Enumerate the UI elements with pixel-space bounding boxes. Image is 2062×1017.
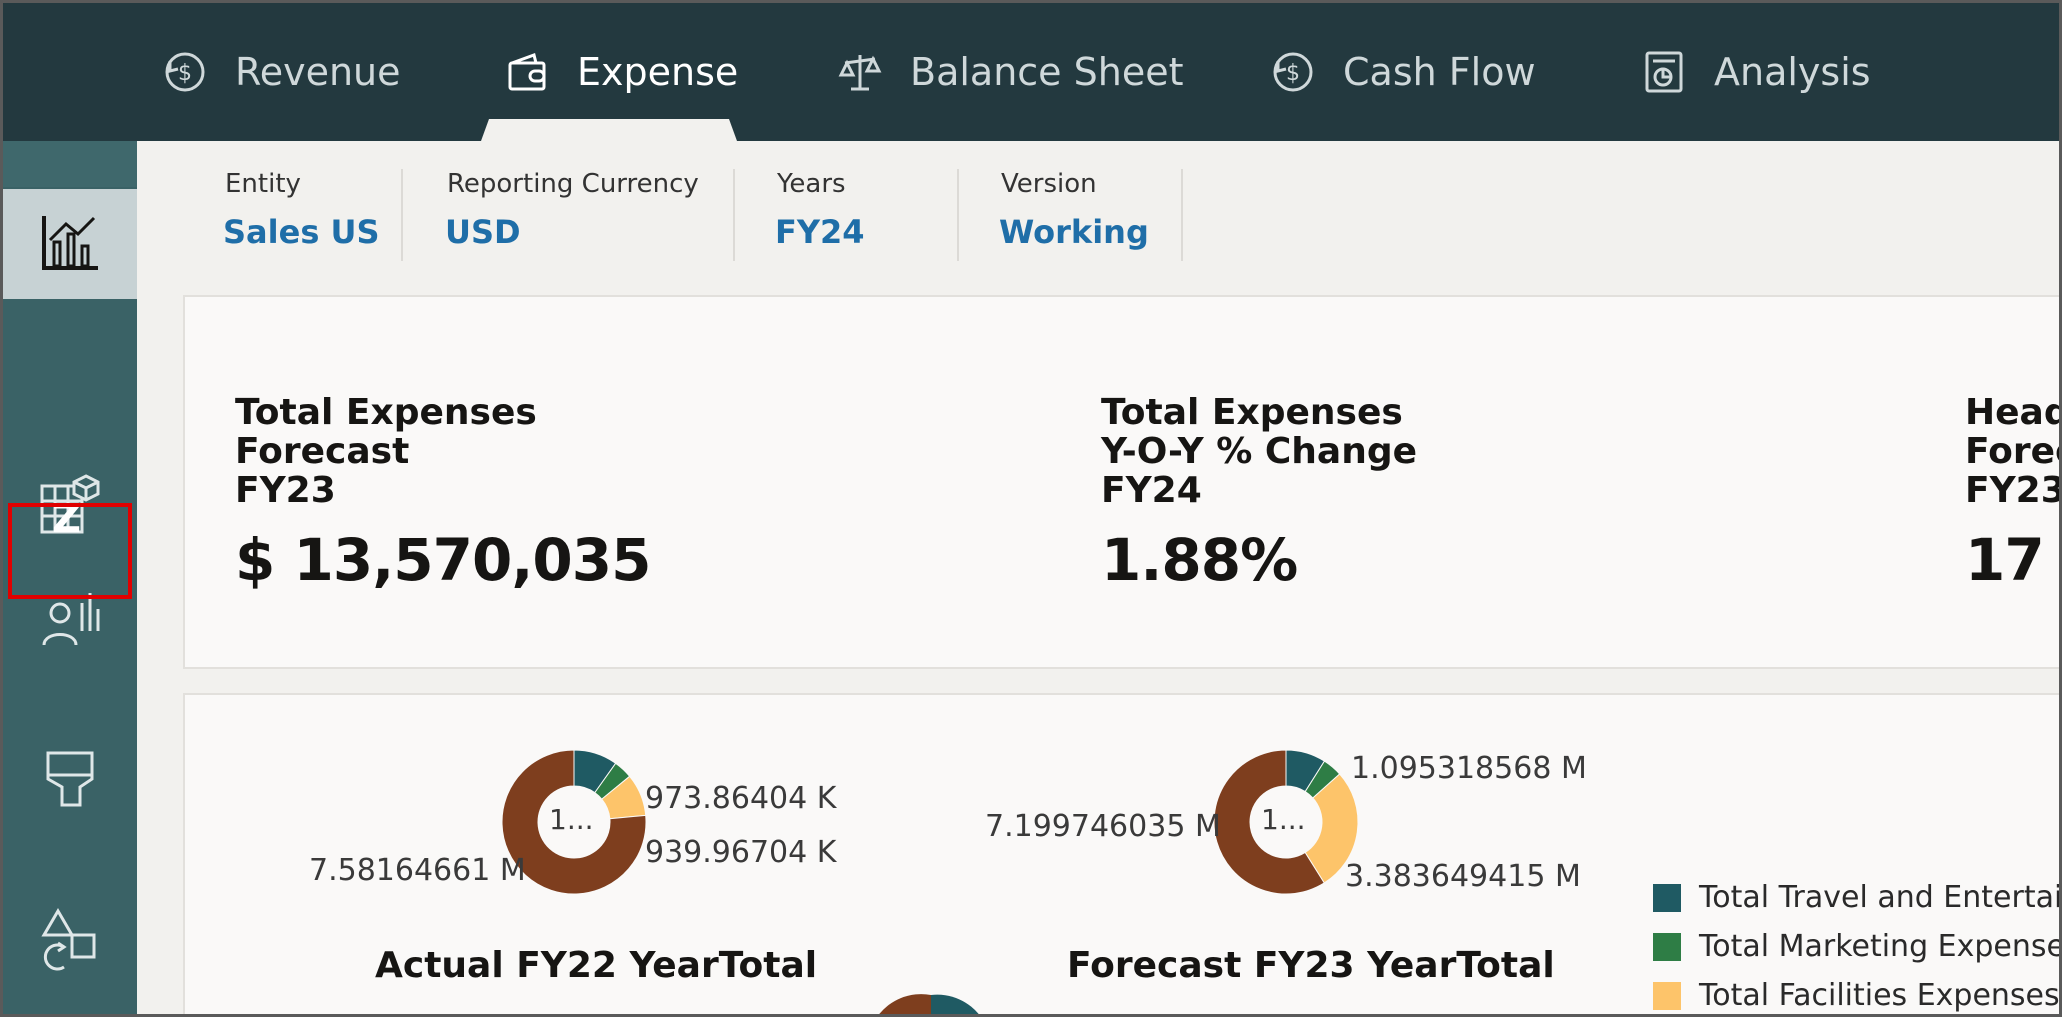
tab-label: Cash Flow <box>1343 50 1536 94</box>
donut-data-label: 3.383649415 M <box>1345 859 1581 894</box>
kpi-label-line: Y-O-Y % Change <box>1101 431 1418 472</box>
chart-card <box>183 693 2059 1014</box>
donut-data-label: 973.86404 K <box>645 781 837 816</box>
kpi-card: Total Expenses Forecast FY23 $ 13,570,03… <box>183 295 2062 669</box>
donut-data-label: 7.58164661 M <box>309 853 526 888</box>
legend-swatch <box>1653 932 1681 961</box>
kpi-label-line: Forecast <box>235 431 410 472</box>
legend-item-travel[interactable]: Total Travel and Entertai <box>1653 873 2062 922</box>
tab-analysis[interactable]: Analysis <box>1640 3 1871 141</box>
tab-expense[interactable]: Expense <box>503 3 738 141</box>
chart-title: Forecast FY23 YearTotal <box>1067 945 1555 986</box>
kpi-label-line: FY23 <box>235 470 336 511</box>
donut-data-label: 7.199746035 M <box>985 809 1221 844</box>
filter-years[interactable]: Years FY24 <box>735 169 959 261</box>
kpi-label-line: Forecast <box>1965 431 2059 472</box>
kpi-total-expenses-forecast[interactable]: Total Expenses Forecast FY23 $ 13,570,03… <box>235 392 651 594</box>
tab-balance-sheet[interactable]: Balance Sheet <box>836 3 1184 141</box>
filter-value[interactable]: Sales US <box>223 213 380 251</box>
kpi-label-line: Headcount <box>1965 393 2062 433</box>
analysis-icon <box>1640 48 1688 96</box>
legend-item-facilities[interactable]: Total Facilities Expenses <box>1653 971 2060 1014</box>
active-tab-indicator <box>481 119 737 141</box>
donut-slice-partial-travel <box>931 994 979 1014</box>
kpi-value: 1.88% <box>1101 526 1298 594</box>
chart-legend: Total Travel and Entertai Total Marketin… <box>1653 873 2062 1014</box>
donut-slice-partial-other <box>879 994 931 1014</box>
svg-text:$: $ <box>178 61 192 86</box>
donut-slice-1-3[interactable] <box>1213 749 1325 895</box>
pov-filter-bar: Entity Sales US Reporting Currency USD Y… <box>137 141 2059 271</box>
filter-label: Reporting Currency <box>447 169 699 199</box>
legend-label: Total Travel and Entertai <box>1699 880 2062 915</box>
rail-item-filter[interactable] <box>3 726 137 836</box>
rail-item-workforce[interactable] <box>3 566 137 676</box>
kpi-label-line: Total Expenses <box>1101 392 1403 433</box>
chart-title: Actual FY22 YearTotal <box>375 945 818 986</box>
kpi-value: 17 <box>1965 526 2045 594</box>
tab-label: Analysis <box>1714 50 1871 94</box>
tab-label: Balance Sheet <box>910 50 1184 94</box>
filter-value[interactable]: Working <box>999 213 1149 251</box>
donut-slice-1-2[interactable] <box>1304 773 1359 884</box>
kpi-yoy-change[interactable]: Total Expenses Y-O-Y % Change FY24 1.88% <box>1101 393 1417 594</box>
rail-highlight-box <box>8 503 132 599</box>
kpi-value: $ 13,570,035 <box>235 526 651 594</box>
kpi-label-line: FY24 <box>1101 470 1202 511</box>
legend-swatch <box>1653 883 1681 912</box>
donut-chart-actual-fy22[interactable] <box>499 747 649 897</box>
balance-scale-icon <box>836 48 884 96</box>
donut-slice-0-3[interactable] <box>501 749 647 895</box>
legend-label: Total Facilities Expenses <box>1699 978 2060 1013</box>
tab-label: Revenue <box>235 50 401 94</box>
donut-chart-partial <box>879 994 979 1014</box>
rail-top-strip <box>3 141 137 187</box>
wallet-icon <box>503 48 551 96</box>
filter-entity[interactable]: Entity Sales US <box>137 169 403 261</box>
legend-label: Total Marketing Expense <box>1699 929 2062 964</box>
donut-chart-forecast-fy23[interactable] <box>1211 747 1361 897</box>
bar-chart-icon <box>40 212 100 276</box>
donut-data-label: 939.96704 K <box>645 835 837 870</box>
filter-label: Years <box>777 169 846 199</box>
tab-label: Expense <box>577 50 739 94</box>
filter-value[interactable]: FY24 <box>775 213 865 251</box>
funnel-icon <box>38 747 102 815</box>
tab-revenue[interactable]: $ Revenue <box>161 3 401 141</box>
filter-value[interactable]: USD <box>445 213 521 251</box>
filter-label: Entity <box>225 169 301 199</box>
rail-item-dashboard[interactable] <box>3 189 137 299</box>
cash-flow-icon: $ <box>1269 48 1317 96</box>
filter-reporting-currency[interactable]: Reporting Currency USD <box>403 169 735 261</box>
svg-text:$: $ <box>1286 61 1300 86</box>
kpi-headcount[interactable]: Headcount Forecast FY23 17 <box>1965 393 2062 594</box>
revenue-icon: $ <box>161 48 209 96</box>
user-chart-icon <box>38 587 102 655</box>
kpi-label-line: FY23 <box>1965 470 2062 511</box>
donut-data-label: 1.095318568 M <box>1351 751 1587 786</box>
donut-center-label: 1... <box>549 803 594 836</box>
legend-swatch <box>1653 981 1681 1010</box>
rail-item-shapes[interactable] <box>3 886 137 996</box>
filter-version[interactable]: Version Working <box>959 169 1183 261</box>
legend-item-marketing[interactable]: Total Marketing Expense <box>1653 922 2062 971</box>
filter-label: Version <box>1001 169 1097 199</box>
kpi-label-line: Total Expenses <box>235 392 537 433</box>
donut-center-label: 1... <box>1261 803 1306 836</box>
top-navigation: $ Revenue Expense Balance Sheet $ Cash F… <box>3 3 2059 141</box>
shapes-icon <box>38 907 102 975</box>
left-rail: Z <box>3 141 137 1014</box>
tab-cash-flow[interactable]: $ Cash Flow <box>1269 3 1536 141</box>
